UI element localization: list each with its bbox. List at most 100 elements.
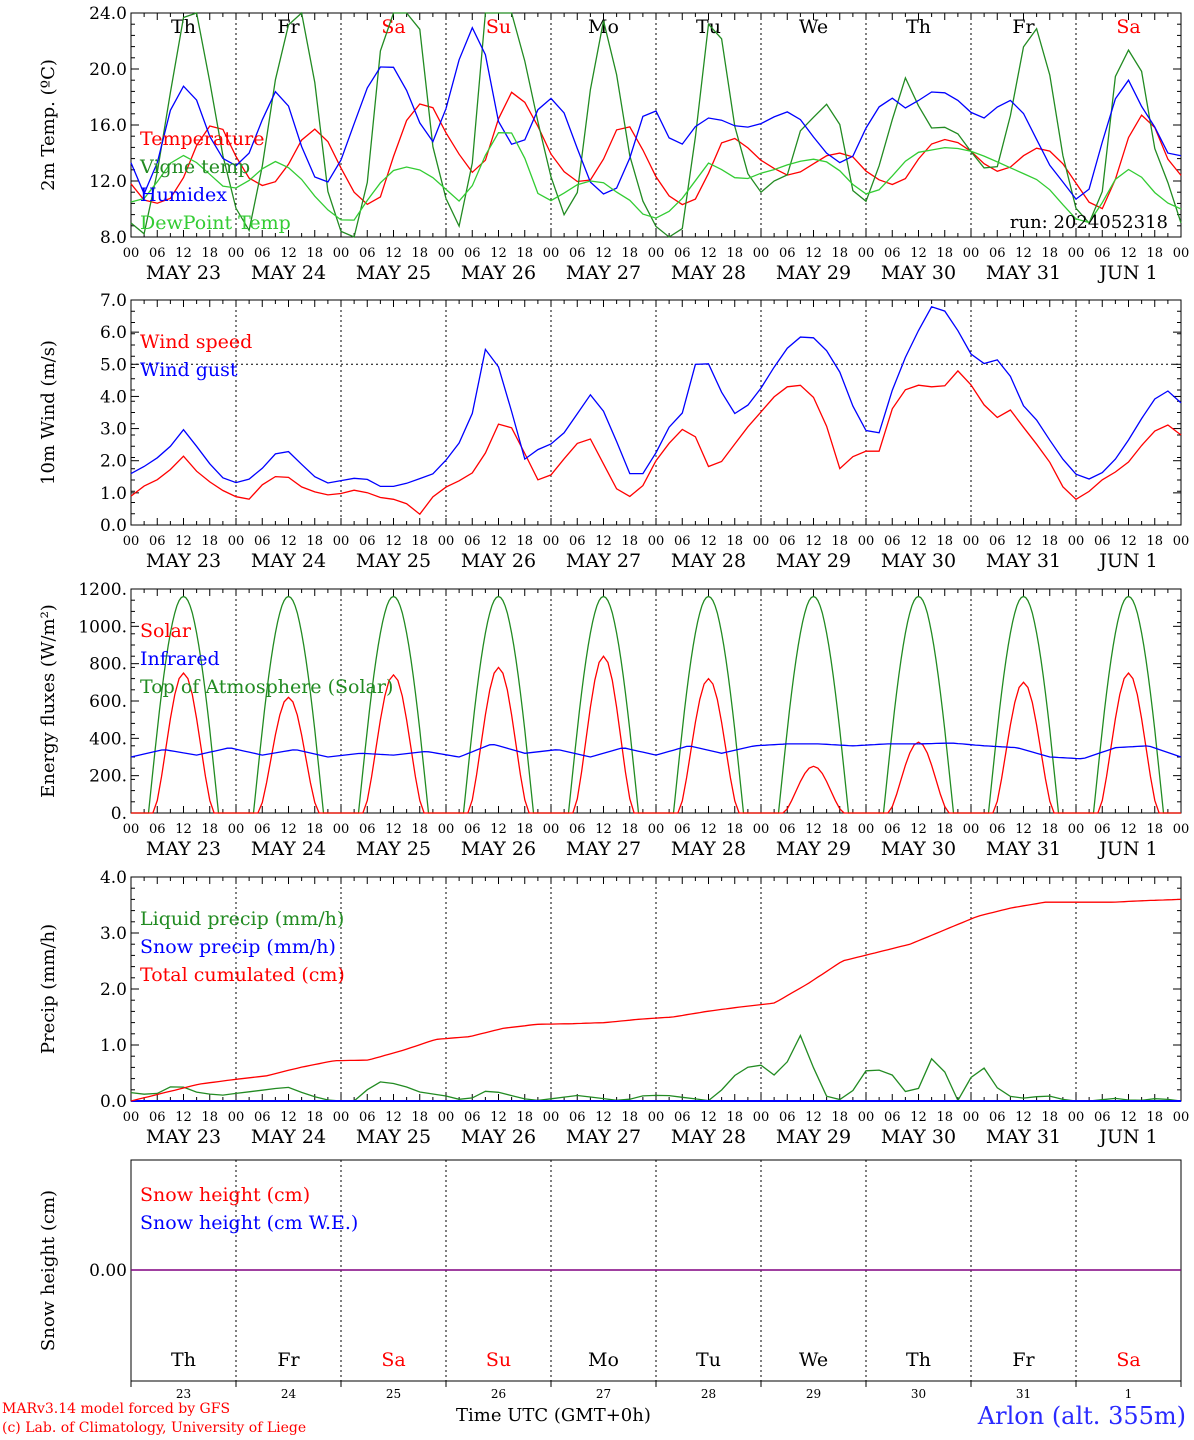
x-tick-label: 00 <box>228 822 245 837</box>
day-number-label: 31 <box>1016 1387 1031 1401</box>
x-tick-label: 12 <box>805 1110 822 1125</box>
x-tick-label: 00 <box>333 534 350 549</box>
date-label: JUN 1 <box>1097 550 1157 572</box>
x-tick-label: 12 <box>1015 822 1032 837</box>
x-tick-label: 06 <box>149 534 166 549</box>
x-tick-label: 00 <box>858 246 875 261</box>
date-label: MAY 26 <box>461 262 536 284</box>
x-tick-label: 00 <box>648 1110 665 1125</box>
day-number-label: 27 <box>596 1387 611 1401</box>
x-tick-label: 18 <box>936 534 953 549</box>
x-tick-label: 06 <box>359 534 376 549</box>
x-tick-label: 12 <box>1120 246 1137 261</box>
x-tick-label: 06 <box>674 534 691 549</box>
y-tick-label: 6.0 <box>100 323 127 343</box>
date-label: MAY 27 <box>566 550 641 572</box>
x-tick-label: 06 <box>1094 822 1111 837</box>
x-tick-label: 18 <box>831 246 848 261</box>
x-tick-label: 12 <box>280 246 297 261</box>
day-number-label: 26 <box>491 1387 506 1401</box>
weekday-label: Sa <box>1116 16 1140 38</box>
time-axis-label: Time UTC (GMT+0h) <box>456 1405 651 1426</box>
x-tick-label: 18 <box>621 246 638 261</box>
x-tick-label: 12 <box>1015 534 1032 549</box>
series-wind-speed <box>130 369 1182 516</box>
x-tick-label: 12 <box>700 1110 717 1125</box>
x-tick-label: 06 <box>359 822 376 837</box>
x-tick-label: 12 <box>910 1110 927 1125</box>
x-tick-label: 00 <box>543 246 560 261</box>
weekday-label: Th <box>171 16 196 38</box>
day-number-label: 1 <box>1125 1387 1133 1401</box>
x-tick-label: 06 <box>149 246 166 261</box>
y-tick-label: 400. <box>89 729 127 749</box>
weekday-label: Sa <box>381 16 405 38</box>
weekday-label: Fr <box>277 16 300 38</box>
x-tick-label: 18 <box>516 534 533 549</box>
y-tick-label: 0.0 <box>100 516 127 536</box>
date-label: MAY 30 <box>881 1126 956 1148</box>
x-tick-label: 06 <box>149 822 166 837</box>
x-tick-label: 18 <box>1146 534 1163 549</box>
day-number-label: 30 <box>911 1387 926 1401</box>
x-tick-label: 12 <box>490 1110 507 1125</box>
series-temperature <box>130 91 1182 210</box>
date-label: MAY 25 <box>356 262 431 284</box>
legend-top-of-atmosphere-solar-: Top of Atmosphere (Solar) <box>140 676 393 698</box>
x-tick-label: 12 <box>385 1110 402 1125</box>
x-tick-label: 06 <box>464 1110 481 1125</box>
date-label: MAY 24 <box>251 1126 326 1148</box>
x-tick-label: 00 <box>333 822 350 837</box>
weekday-label: Th <box>906 1349 931 1371</box>
series-infrared <box>130 742 1182 760</box>
y-tick-label: 800. <box>89 655 127 675</box>
x-tick-label: 00 <box>438 822 455 837</box>
y-tick-label: 2.0 <box>100 980 127 1000</box>
date-label: JUN 1 <box>1097 838 1157 860</box>
date-label: MAY 23 <box>146 262 221 284</box>
y-tick-label: 8.0 <box>100 228 127 248</box>
series-vigne-temp <box>130 11 1182 238</box>
x-tick-label: 00 <box>228 1110 245 1125</box>
y-axis-label: Snow height (cm) <box>38 1190 59 1351</box>
x-tick-label: 12 <box>910 534 927 549</box>
x-tick-label: 06 <box>464 822 481 837</box>
y-tick-label: 1200. <box>78 580 127 600</box>
weekday-label: Th <box>906 16 931 38</box>
x-tick-label: 18 <box>1041 822 1058 837</box>
x-tick-label: 18 <box>726 534 743 549</box>
station-name: Arlon (alt. 355m) <box>977 1402 1186 1430</box>
date-label: MAY 28 <box>671 1126 746 1148</box>
date-label: MAY 26 <box>461 550 536 572</box>
x-tick-label: 12 <box>175 534 192 549</box>
x-tick-label: 12 <box>1015 246 1032 261</box>
y-tick-label: 4.0 <box>100 868 127 888</box>
date-label: MAY 27 <box>566 1126 641 1148</box>
x-tick-label: 18 <box>726 1110 743 1125</box>
weekday-label: We <box>799 1349 828 1371</box>
x-tick-label: 12 <box>175 822 192 837</box>
x-tick-label: 18 <box>411 246 428 261</box>
x-tick-label: 18 <box>306 534 323 549</box>
x-tick-label: 18 <box>1041 1110 1058 1125</box>
series-humidex <box>130 26 1182 201</box>
x-tick-label: 06 <box>254 246 271 261</box>
x-tick-label: 00 <box>648 246 665 261</box>
x-tick-label: 06 <box>254 534 271 549</box>
x-tick-label: 00 <box>1173 822 1190 837</box>
y-axis-label: 10m Wind (m/s) <box>38 340 59 485</box>
x-tick-label: 12 <box>280 822 297 837</box>
x-tick-label: 18 <box>936 246 953 261</box>
x-tick-label: 18 <box>201 1110 218 1125</box>
x-tick-label: 18 <box>516 1110 533 1125</box>
weekday-label: Fr <box>277 1349 300 1371</box>
y-tick-label: 200. <box>89 767 127 787</box>
date-label: MAY 23 <box>146 1126 221 1148</box>
x-tick-label: 06 <box>779 1110 796 1125</box>
x-tick-label: 12 <box>280 534 297 549</box>
x-tick-label: 00 <box>648 534 665 549</box>
x-tick-label: 06 <box>254 1110 271 1125</box>
x-tick-label: 00 <box>1173 1110 1190 1125</box>
x-tick-label: 06 <box>674 1110 691 1125</box>
x-tick-label: 12 <box>1015 1110 1032 1125</box>
